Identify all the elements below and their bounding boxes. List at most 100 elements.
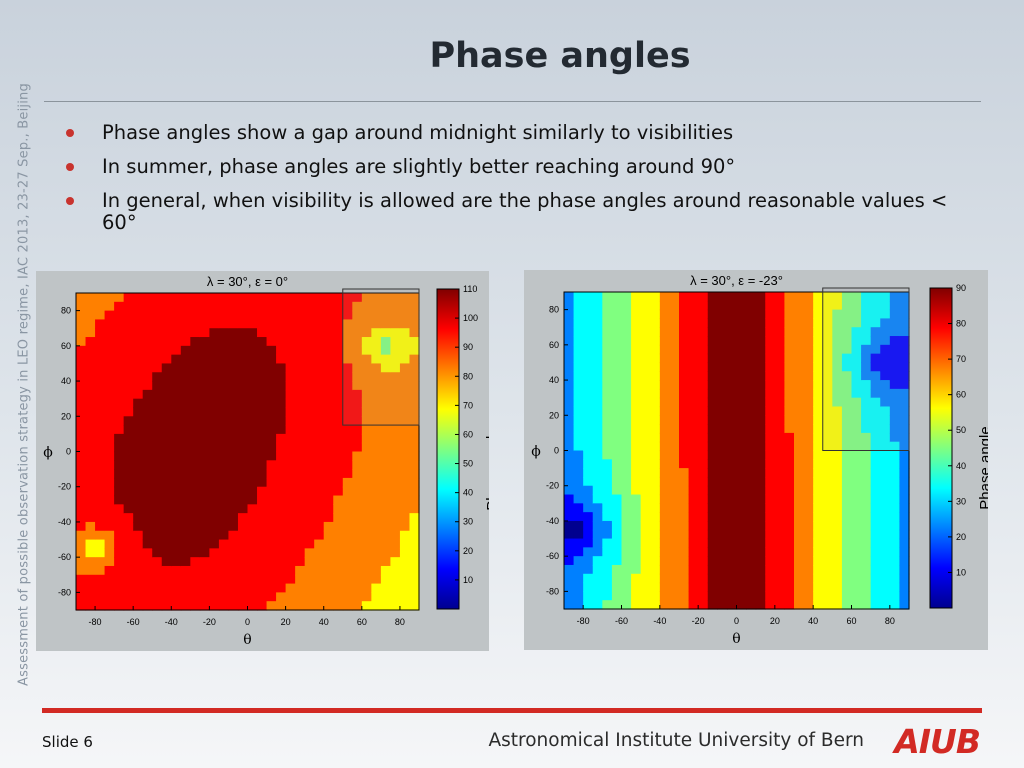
heatmap-cell <box>114 293 125 303</box>
heatmap-cell <box>380 381 392 391</box>
heatmap-cell <box>621 600 632 610</box>
heatmap-cell <box>822 538 833 548</box>
heatmap-cell <box>774 512 786 522</box>
heatmap-cell <box>650 573 661 584</box>
heatmap-cell <box>209 469 220 479</box>
heatmap-cell <box>822 415 833 425</box>
heatmap-cell <box>813 556 824 566</box>
heatmap-cell <box>133 601 144 611</box>
heatmap-cell <box>85 354 96 365</box>
y-tick-label: 0 <box>554 446 559 456</box>
heatmap-cell <box>352 433 363 444</box>
heatmap-cell <box>832 353 843 364</box>
heatmap-cell <box>85 451 96 461</box>
heatmap-cell <box>409 565 420 576</box>
heatmap-cell <box>371 319 382 329</box>
heatmap-cell <box>784 582 795 592</box>
heatmap-cell <box>717 600 728 610</box>
heatmap-cell <box>765 336 776 346</box>
heatmap-cell <box>794 512 805 522</box>
heatmap-cell <box>371 460 382 470</box>
heatmap-cell <box>621 529 632 540</box>
heatmap-cell <box>880 362 891 372</box>
heatmap-cell <box>592 494 603 504</box>
heatmap-cell <box>247 477 258 488</box>
heatmap-cell <box>736 564 747 575</box>
heatmap-cell <box>803 388 814 399</box>
heatmap-cell <box>679 441 690 452</box>
heatmap-cell <box>765 529 776 540</box>
heatmap-cell <box>861 600 872 610</box>
heatmap-cell <box>583 432 594 443</box>
heatmap-cell <box>218 319 230 329</box>
heatmap-cell <box>85 389 96 400</box>
heatmap-cell <box>889 450 901 460</box>
heatmap-cell <box>889 388 901 399</box>
heatmap-cell <box>803 424 814 434</box>
heatmap-cell <box>257 574 268 585</box>
heatmap-cell <box>726 309 738 320</box>
heatmap-cell <box>218 416 230 426</box>
heatmap-cell <box>583 450 594 460</box>
heatmap-cell <box>746 318 757 328</box>
heatmap-cell <box>257 354 268 365</box>
heatmap-cell <box>669 432 680 443</box>
heatmap-cell <box>142 557 153 567</box>
heatmap-cell <box>813 582 824 592</box>
heatmap-cell <box>333 592 344 602</box>
heatmap-cell <box>390 557 401 567</box>
heatmap-cell <box>104 469 115 479</box>
heatmap-cell <box>218 442 230 453</box>
heatmap-cell <box>861 380 872 390</box>
heatmap-cell <box>573 441 584 452</box>
heatmap-cell <box>736 600 747 610</box>
heatmap-cell <box>390 337 401 347</box>
heatmap-cell <box>669 450 680 460</box>
heatmap-cell <box>371 530 382 541</box>
heatmap-cell <box>889 344 901 355</box>
heatmap-cell <box>592 441 603 452</box>
heatmap-cell <box>870 582 881 592</box>
heatmap-cell <box>707 547 718 557</box>
heatmap-cell <box>669 344 680 355</box>
heatmap-cell <box>564 538 575 548</box>
heatmap-cell <box>679 318 690 328</box>
heatmap-cell <box>323 407 334 417</box>
heatmap-cell <box>564 353 575 364</box>
heatmap-cell <box>583 362 594 372</box>
heatmap-cell <box>95 469 106 479</box>
heatmap-cell <box>361 310 372 321</box>
heatmap-cell <box>237 460 249 470</box>
heatmap-cell <box>409 425 420 435</box>
heatmap-cell <box>352 442 363 453</box>
heatmap-cell <box>564 450 575 460</box>
heatmap-cell <box>717 547 728 557</box>
heatmap-cell <box>276 416 287 426</box>
heatmap-cell <box>726 503 738 513</box>
heatmap-cell <box>688 292 699 302</box>
heatmap-cell <box>717 406 728 416</box>
heatmap-cell <box>688 371 699 381</box>
footer-rule <box>42 708 982 713</box>
heatmap-cell <box>104 451 115 461</box>
heatmap-cell <box>602 485 613 496</box>
heatmap-cell <box>803 362 814 372</box>
heatmap-cell <box>621 344 632 355</box>
heatmap-cell <box>95 381 106 391</box>
heatmap-cell <box>190 416 201 426</box>
heatmap-cell <box>765 424 776 434</box>
heatmap-cell <box>209 548 220 558</box>
heatmap-cell <box>755 318 766 328</box>
heatmap-cell <box>889 529 901 540</box>
heatmap-cell <box>380 469 392 479</box>
heatmap-cell <box>822 573 833 584</box>
heatmap-cell <box>237 416 249 426</box>
heatmap-cell <box>257 592 268 602</box>
heatmap-cell <box>218 583 230 593</box>
heatmap-cell <box>114 477 125 488</box>
heatmap-cell <box>621 388 632 399</box>
bullet-item: Phase angles show a gap around midnight … <box>64 122 964 144</box>
heatmap-cell <box>803 512 814 522</box>
heatmap-cell <box>765 503 776 513</box>
heatmap-cell <box>390 389 401 400</box>
